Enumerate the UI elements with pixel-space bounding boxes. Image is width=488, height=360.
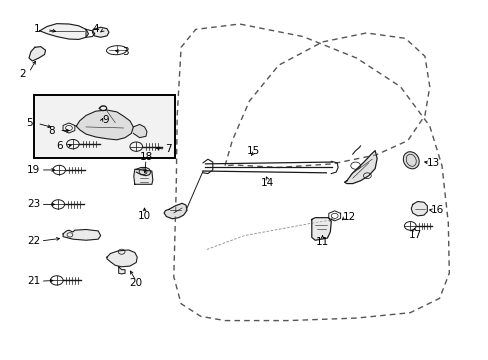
- Text: 18: 18: [139, 152, 152, 162]
- Text: 4: 4: [92, 24, 99, 35]
- Polygon shape: [410, 202, 427, 216]
- Text: 9: 9: [102, 115, 109, 125]
- Polygon shape: [63, 229, 101, 240]
- Text: 14: 14: [261, 178, 274, 188]
- Polygon shape: [133, 125, 147, 138]
- Polygon shape: [29, 46, 45, 61]
- Text: 7: 7: [165, 144, 172, 154]
- Polygon shape: [136, 167, 151, 176]
- Polygon shape: [92, 27, 109, 37]
- Text: 21: 21: [27, 276, 41, 286]
- Text: 19: 19: [27, 165, 41, 175]
- Text: 23: 23: [27, 199, 41, 210]
- Text: 20: 20: [129, 278, 142, 288]
- Polygon shape: [76, 110, 133, 140]
- Polygon shape: [107, 250, 137, 267]
- Polygon shape: [134, 169, 153, 184]
- Text: 22: 22: [27, 236, 41, 246]
- Bar: [34, 95, 175, 158]
- Polygon shape: [311, 218, 330, 240]
- Text: 13: 13: [426, 158, 439, 168]
- Polygon shape: [344, 150, 376, 184]
- Text: 12: 12: [342, 212, 355, 221]
- Polygon shape: [163, 203, 186, 219]
- Text: 16: 16: [429, 206, 443, 216]
- Text: 2: 2: [20, 69, 26, 79]
- Ellipse shape: [403, 152, 418, 169]
- Text: 1: 1: [34, 24, 41, 35]
- Text: 10: 10: [138, 211, 151, 221]
- Text: 8: 8: [48, 126, 55, 135]
- Text: 17: 17: [407, 230, 421, 239]
- Polygon shape: [40, 24, 88, 40]
- Text: 5: 5: [26, 118, 33, 128]
- Polygon shape: [119, 267, 125, 274]
- Text: 15: 15: [246, 145, 259, 156]
- Text: 11: 11: [315, 237, 328, 247]
- Text: 3: 3: [122, 46, 128, 57]
- Text: 6: 6: [56, 141, 62, 151]
